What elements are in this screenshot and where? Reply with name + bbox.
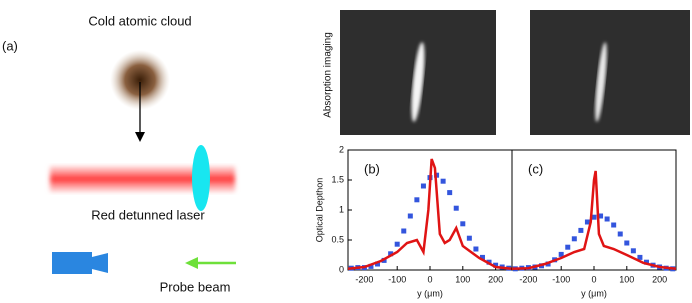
camera-lens xyxy=(92,253,108,273)
x-tick-label: 200 xyxy=(488,274,503,284)
data-point xyxy=(466,235,472,241)
x-tick-label: 100 xyxy=(455,274,470,284)
lens xyxy=(192,145,210,211)
data-point xyxy=(611,222,617,228)
x-tick-label: -100 xyxy=(388,274,406,284)
y-tick-label: 2 xyxy=(339,144,344,154)
data-line xyxy=(347,158,513,271)
data-point xyxy=(453,205,459,211)
y-tick-label: 1 xyxy=(339,204,344,214)
cloud-label: Cold atomic cloud xyxy=(88,13,191,28)
data-point xyxy=(414,197,420,203)
data-point xyxy=(368,263,374,269)
x-tick-label: 100 xyxy=(619,274,634,284)
atomic-cloud xyxy=(110,50,170,110)
probe-arrow-head xyxy=(185,257,198,269)
charts: 0 0.5 1 1.5 2 -200 -100 0 100 200 y (μm) Optical De… xyxy=(314,144,677,298)
probe-label: Probe beam xyxy=(160,279,231,294)
y-tick-label: 1.5 xyxy=(331,174,344,184)
fall-arrow-head xyxy=(135,132,145,142)
panel-label: (a) xyxy=(2,38,18,53)
data-point xyxy=(565,244,571,250)
data-point xyxy=(460,221,466,227)
data-point xyxy=(598,213,604,219)
x-tick-label: -100 xyxy=(552,274,570,284)
data-point xyxy=(578,227,584,233)
x-tick-label: 0 xyxy=(427,274,432,284)
camera-body xyxy=(52,252,92,274)
y-axis-label: Optical Depthon xyxy=(314,178,324,243)
data-point xyxy=(584,219,590,225)
y-tick-label: 0.5 xyxy=(331,234,344,244)
data-point xyxy=(624,240,630,246)
imaging-label: Absorption imaging xyxy=(323,32,334,118)
x-axis-label: y (μm) xyxy=(417,288,443,298)
image-right xyxy=(530,10,690,135)
data-point xyxy=(447,190,453,196)
data-point xyxy=(401,228,407,234)
data-point xyxy=(637,254,643,260)
data-point xyxy=(643,259,649,265)
x-tick-label: -200 xyxy=(519,274,537,284)
data-line xyxy=(511,170,677,271)
data-point xyxy=(407,213,413,219)
y-tick-label: 0 xyxy=(339,264,344,274)
data-point xyxy=(630,248,636,254)
x-tick-label: -200 xyxy=(355,274,373,284)
panel-label: (c) xyxy=(528,161,543,176)
x-tick-label: 200 xyxy=(652,274,667,284)
panel-label: (b) xyxy=(364,161,380,176)
data-point xyxy=(473,246,479,252)
data-point xyxy=(493,262,499,268)
data-point xyxy=(571,236,577,242)
data-point xyxy=(479,254,485,260)
data-point xyxy=(375,261,381,267)
plot-frame xyxy=(511,149,677,271)
cloud-image xyxy=(595,42,607,122)
data-point xyxy=(388,251,394,257)
data-point xyxy=(617,231,623,237)
data-point xyxy=(604,216,610,222)
data-point xyxy=(591,214,597,220)
data-point xyxy=(440,178,446,184)
x-axis-label: y (μm) xyxy=(581,288,607,298)
x-tick-label: 0 xyxy=(591,274,596,284)
data-point xyxy=(394,241,400,247)
data-point xyxy=(558,251,564,257)
laser-label: Red detunned laser xyxy=(91,207,205,222)
cloud-image xyxy=(411,42,425,122)
data-point xyxy=(420,183,426,189)
